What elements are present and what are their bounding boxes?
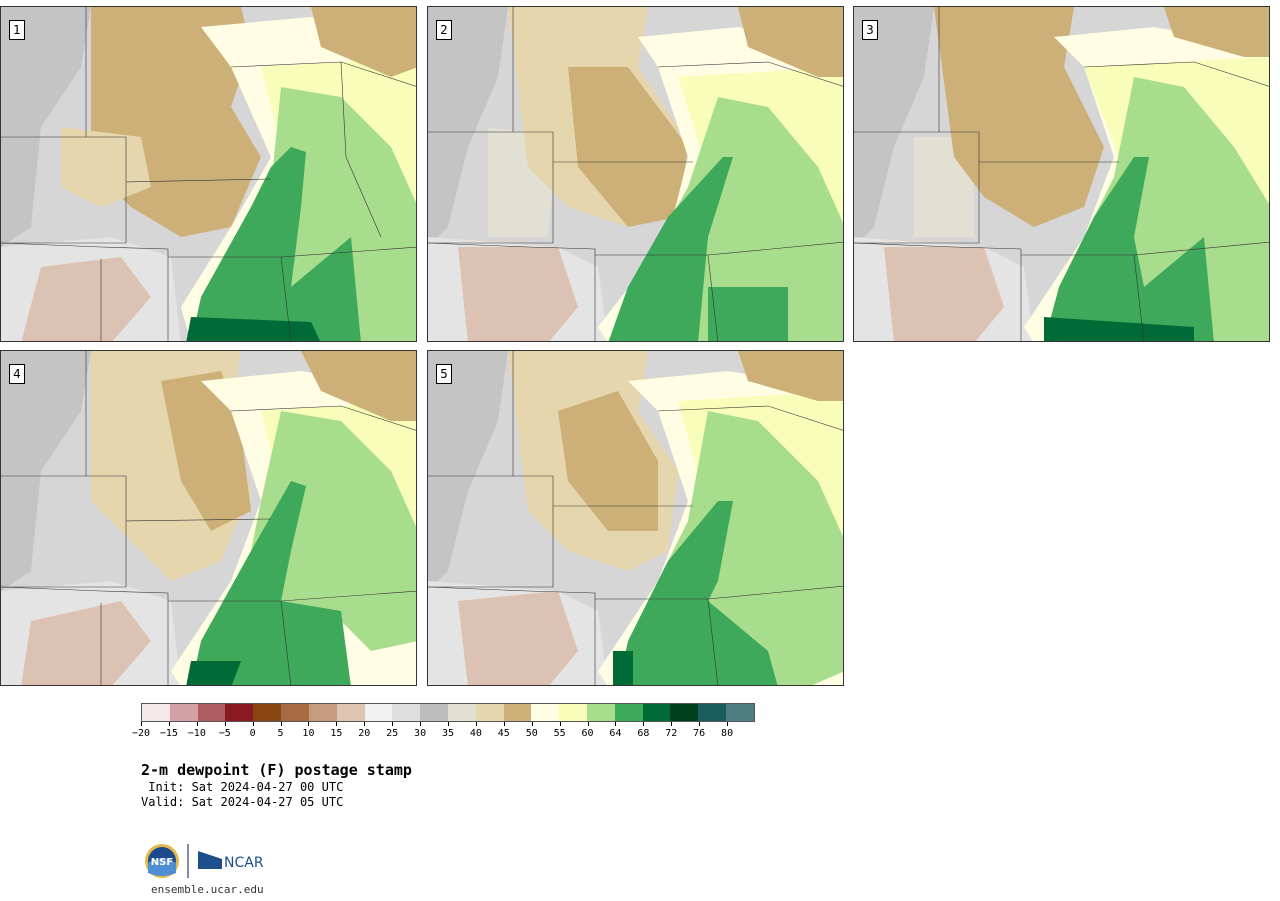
figure-title: 2-m dewpoint (F) postage stamp (141, 761, 412, 779)
colorbar-tick-label: 35 (441, 728, 455, 739)
colorbar-swatch (475, 704, 504, 721)
colorbar-tick-label: 20 (358, 728, 371, 739)
nsf-ncar-logo: NSF NCAR (145, 844, 264, 878)
colorbar-swatch (142, 704, 170, 721)
colorbar-tick-label: 0 (249, 728, 256, 739)
colorbar-tick-label: 64 (609, 728, 622, 739)
colorbar-swatch (225, 704, 254, 721)
colorbar-swatch (197, 704, 226, 721)
colorbar-swatch (559, 704, 587, 721)
colorbar-tick-mark (280, 722, 282, 726)
colorbar-tick-label: −20 (131, 728, 151, 739)
colorbar-swatch (726, 704, 754, 721)
colorbar-tick-mark (671, 722, 673, 726)
colorbar-tick-label: 45 (497, 728, 510, 739)
colorbar-tick-label: 5 (277, 728, 284, 739)
panel-number-label: 4 (9, 364, 25, 384)
colorbar-swatch (614, 704, 643, 721)
colorbar-tick-mark (531, 722, 533, 726)
postage-stamp-panel-3: 3 (853, 6, 1270, 342)
colorbar-tick-label: 30 (414, 728, 427, 739)
colorbar-tick-mark (336, 722, 338, 726)
colorbar-tick-mark (727, 722, 729, 726)
dewpoint-map-2 (428, 7, 843, 341)
dewpoint-map-3 (854, 7, 1269, 341)
colorbar-tick-mark (252, 722, 254, 726)
colorbar-tick-mark (308, 722, 310, 726)
colorbar-tick-mark (392, 722, 394, 726)
colorbar-tick-mark (141, 722, 142, 726)
valid-time: Valid: Sat 2024-04-27 05 UTC (141, 795, 344, 809)
colorbar-tick-mark (503, 722, 505, 726)
colorbar-swatch (308, 704, 337, 721)
colorbar (141, 703, 755, 722)
postage-stamp-panel-4: 4 (0, 350, 417, 686)
colorbar-tick-mark (448, 722, 449, 726)
colorbar-tick-mark (196, 722, 198, 726)
colorbar-swatch (587, 704, 615, 721)
colorbar-tick-label: 80 (721, 728, 734, 739)
colorbar-tick-mark (587, 722, 589, 726)
colorbar-swatch (503, 704, 532, 721)
colorbar-swatch (698, 704, 727, 721)
colorbar-tick-mark (475, 722, 477, 726)
dewpoint-map-4 (1, 351, 416, 685)
colorbar-tick-mark (643, 722, 645, 726)
colorbar-tick-label: −15 (159, 728, 178, 739)
colorbar-tick-mark (559, 722, 561, 726)
colorbar-tick-mark (420, 722, 422, 726)
colorbar-swatch (281, 704, 309, 721)
colorbar-tick-mark (699, 722, 701, 726)
colorbar-tick-label: 15 (330, 728, 343, 739)
colorbar-tick-label: 40 (469, 728, 482, 739)
colorbar-tick-label: 55 (553, 728, 566, 739)
nsf-logo-icon: NSF (145, 844, 179, 878)
colorbar-swatch (447, 704, 476, 721)
colorbar-tick-mark (224, 722, 226, 726)
colorbar-tick-label: 76 (693, 728, 706, 739)
colorbar-tick-label: 68 (637, 728, 650, 739)
colorbar-swatch (531, 704, 560, 721)
colorbar-tick-mark (364, 722, 366, 726)
colorbar-swatch (169, 704, 198, 721)
colorbar-tick-label: −5 (218, 728, 231, 739)
colorbar-swatch (642, 704, 671, 721)
dewpoint-map-1 (1, 7, 416, 341)
panel-number-label: 2 (436, 20, 452, 40)
colorbar-swatch (420, 704, 448, 721)
colorbar-ticks: −20 −15 −10 −5 0 5 10 15 20 25 30 35 40 45 50 55 60 64 68 7… (132, 722, 755, 742)
svg-text:NSF: NSF (151, 857, 173, 868)
svg-text:NCAR: NCAR (224, 855, 264, 871)
colorbar-tick-mark (168, 722, 170, 726)
panel-number-label: 1 (9, 20, 25, 40)
colorbar-tick-label: 50 (525, 728, 538, 739)
panel-number-label: 3 (862, 20, 878, 40)
colorbar-tick-label: 60 (581, 728, 594, 739)
postage-stamp-panel-5: 5 (427, 350, 844, 686)
colorbar-tick-mark (615, 722, 617, 726)
colorbar-swatch (364, 704, 393, 721)
colorbar-tick-label: −10 (187, 728, 206, 739)
colorbar-tick-label: 10 (302, 728, 315, 739)
postage-stamp-panel-1: 1 (0, 6, 417, 342)
dewpoint-map-5 (428, 351, 843, 685)
colorbar-swatch (670, 704, 699, 721)
site-url: ensemble.ucar.edu (151, 883, 264, 896)
postage-stamp-panel-2: 2 (427, 6, 844, 342)
init-time: Init: Sat 2024-04-27 00 UTC (141, 780, 344, 794)
colorbar-swatch (392, 704, 421, 721)
colorbar-tick-label: 72 (665, 728, 678, 739)
colorbar-swatch (253, 704, 282, 721)
colorbar-swatch (336, 704, 365, 721)
panel-number-label: 5 (436, 364, 452, 384)
ncar-logo-icon: NCAR (198, 851, 264, 871)
colorbar-tick-label: 25 (386, 728, 399, 739)
